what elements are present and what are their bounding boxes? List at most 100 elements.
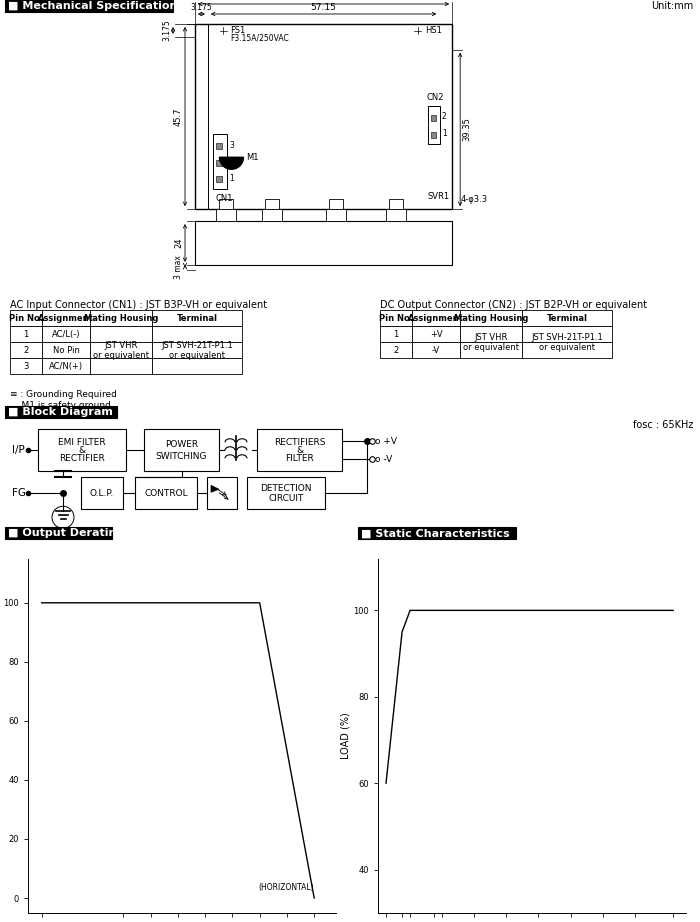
Text: JST SVH-21T-P1.1
or equivalent: JST SVH-21T-P1.1 or equivalent	[531, 333, 603, 352]
Text: o -V: o -V	[375, 455, 392, 464]
Bar	[152, 311, 242, 326]
Bar	[216, 160, 222, 166]
Text: CONTROL: CONTROL	[144, 489, 188, 498]
Text: 2: 2	[442, 112, 447, 122]
Text: Mating Housing: Mating Housing	[84, 313, 158, 323]
Bar	[460, 311, 522, 326]
Bar	[216, 176, 222, 182]
Text: M1 is safety ground: M1 is safety ground	[10, 401, 111, 410]
Text: 3: 3	[23, 361, 29, 371]
Bar	[195, 221, 452, 265]
Bar	[460, 326, 522, 342]
Bar	[312, 28, 369, 205]
Text: ■ Static Characteristics: ■ Static Characteristics	[361, 528, 510, 538]
Bar	[144, 430, 219, 471]
Bar	[152, 326, 242, 342]
Bar	[326, 209, 346, 221]
Text: 3.175: 3.175	[190, 3, 212, 12]
Text: 2: 2	[229, 157, 234, 166]
Text: +V: +V	[430, 330, 442, 338]
Bar	[460, 342, 522, 359]
Text: AC/L(-): AC/L(-)	[52, 330, 80, 338]
Text: No Pin: No Pin	[52, 346, 79, 355]
Text: EMI FILTER: EMI FILTER	[58, 438, 106, 447]
Text: AC/N(+): AC/N(+)	[49, 361, 83, 371]
Text: 2: 2	[393, 346, 398, 355]
Bar	[389, 199, 402, 209]
Text: CN2: CN2	[427, 93, 444, 102]
Bar	[522, 326, 612, 342]
Bar	[10, 326, 42, 342]
Text: 1: 1	[393, 330, 398, 338]
Bar	[207, 478, 237, 509]
Text: SWITCHING: SWITCHING	[155, 452, 207, 461]
Bar	[412, 311, 460, 326]
Text: POWER: POWER	[165, 440, 198, 449]
Bar	[152, 342, 242, 359]
Text: -V: -V	[432, 346, 440, 355]
Text: DC Output Connector (CN2) : JST B2P-VH or equivalent: DC Output Connector (CN2) : JST B2P-VH o…	[380, 301, 647, 311]
Text: &: &	[296, 446, 303, 455]
Y-axis label: LOAD (%): LOAD (%)	[340, 713, 351, 759]
Bar	[386, 209, 405, 221]
Circle shape	[220, 146, 244, 170]
Text: RECTIFIER: RECTIFIER	[59, 454, 105, 463]
Bar	[247, 478, 325, 509]
Bar	[380, 326, 412, 342]
Text: Pin No.: Pin No.	[9, 313, 43, 323]
Text: ■ Output Derating: ■ Output Derating	[8, 528, 125, 538]
Bar	[412, 342, 460, 359]
Polygon shape	[211, 485, 219, 492]
Bar	[380, 311, 412, 326]
Bar	[216, 209, 236, 221]
Text: Terminal: Terminal	[547, 313, 587, 323]
Bar	[195, 24, 452, 209]
Bar	[152, 359, 242, 374]
Bar	[10, 359, 42, 374]
Bar	[262, 209, 282, 221]
Bar	[219, 199, 233, 209]
Text: 3: 3	[229, 140, 234, 149]
Text: (HORIZONTAL): (HORIZONTAL)	[258, 883, 314, 892]
Text: 3.175: 3.175	[162, 19, 171, 41]
Text: 1: 1	[442, 129, 447, 138]
Bar	[216, 143, 222, 149]
Text: Unit:mm: Unit:mm	[651, 1, 693, 11]
Text: &: &	[78, 446, 85, 455]
Text: AC Input Connector (CN1) : JST B3P-VH or equivalent: AC Input Connector (CN1) : JST B3P-VH or…	[10, 301, 267, 311]
Text: ■ Block Diagram: ■ Block Diagram	[8, 408, 113, 418]
Text: JST VHR
or equivalent: JST VHR or equivalent	[93, 340, 149, 360]
Text: Mating Housing: Mating Housing	[454, 313, 528, 323]
Bar	[358, 527, 516, 539]
Text: 2: 2	[23, 346, 29, 355]
Bar	[10, 311, 42, 326]
Bar	[135, 478, 197, 509]
Text: 39.35: 39.35	[462, 117, 471, 141]
Text: 24: 24	[174, 238, 183, 248]
Text: F3.15A/250VAC: F3.15A/250VAC	[230, 34, 289, 43]
Text: FS1: FS1	[230, 26, 246, 35]
Polygon shape	[220, 158, 244, 170]
Text: o +V: o +V	[375, 437, 397, 446]
Text: O.L.P.: O.L.P.	[90, 489, 114, 498]
Bar	[10, 342, 42, 359]
Text: FG: FG	[12, 489, 26, 498]
Bar	[214, 134, 228, 189]
Bar	[265, 199, 279, 209]
Bar	[90, 326, 152, 342]
Text: SVR1: SVR1	[428, 192, 450, 201]
Text: CIRCUIT: CIRCUIT	[268, 494, 304, 502]
Bar	[42, 359, 90, 374]
Text: Terminal: Terminal	[176, 313, 218, 323]
Bar	[522, 342, 612, 359]
Bar	[412, 326, 460, 342]
Text: FILTER: FILTER	[285, 454, 314, 463]
Bar	[431, 132, 436, 137]
Text: JST VHR
or equivalent: JST VHR or equivalent	[463, 333, 519, 352]
Text: fosc : 65KHz: fosc : 65KHz	[633, 420, 693, 431]
Text: ■ Mechanical Specification: ■ Mechanical Specification	[8, 1, 177, 11]
Text: ≡ : Grounding Required: ≡ : Grounding Required	[10, 390, 117, 399]
Text: Pin No.: Pin No.	[379, 313, 413, 323]
Text: 45.7: 45.7	[174, 107, 183, 125]
Bar	[5, 407, 117, 419]
